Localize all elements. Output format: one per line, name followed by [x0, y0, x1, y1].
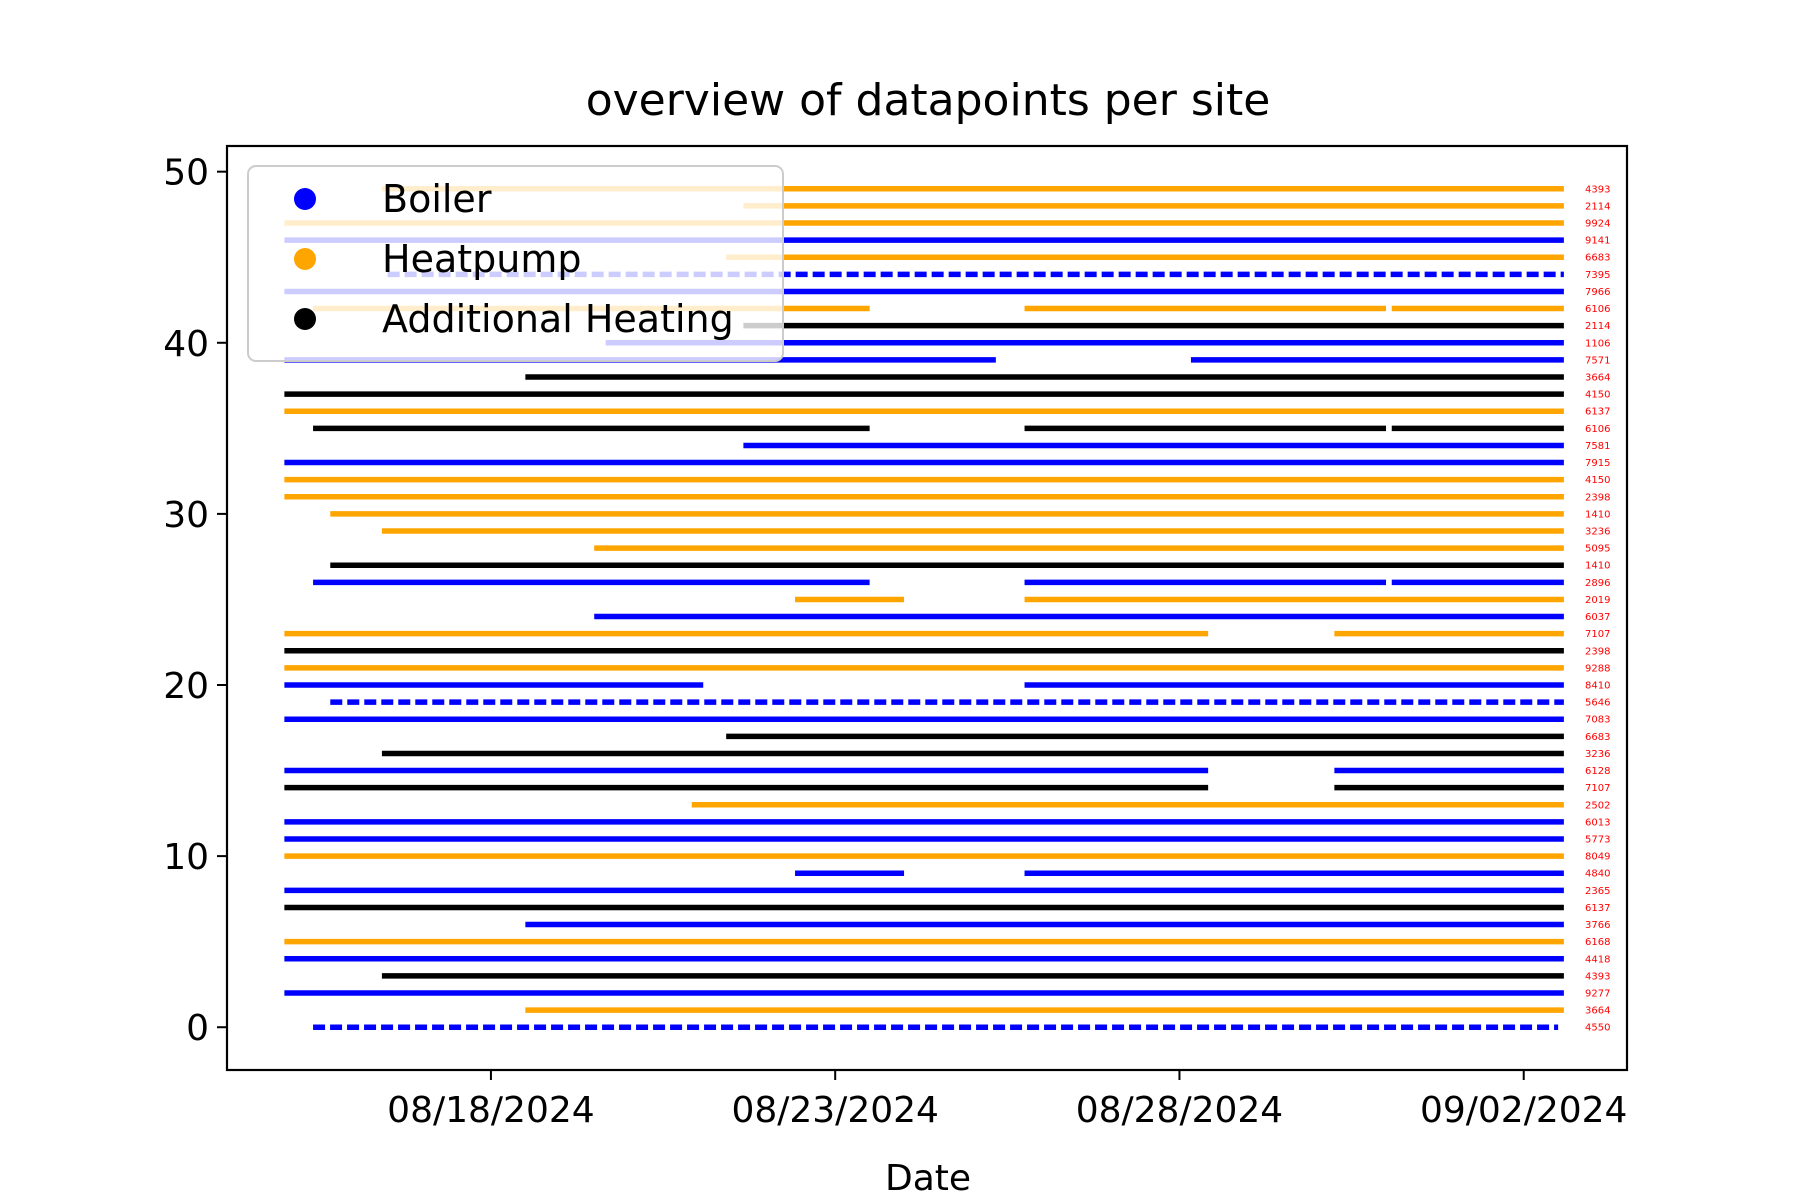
series-25-annotation: 2019: [1585, 595, 1610, 606]
series-39-annotation: 7571: [1585, 355, 1610, 366]
series-7-annotation: 6137: [1585, 903, 1610, 914]
y-tick-label-20: 20: [163, 666, 209, 707]
series-9-annotation: 4840: [1585, 869, 1610, 880]
x-axis: 08/18/2024 08/23/2024 08/28/2024 09/02/2024: [387, 1070, 1627, 1131]
legend-marker-2: [294, 308, 316, 330]
x-tick-label-2: 08/28/2024: [1076, 1090, 1284, 1131]
series-31-annotation: 2398: [1585, 492, 1610, 503]
series-35-annotation: 6106: [1585, 424, 1610, 435]
series-11-annotation: 5773: [1585, 835, 1610, 846]
series-48-annotation: 2114: [1585, 201, 1610, 212]
y-tick-label-30: 30: [163, 495, 209, 536]
series-13-annotation: 2502: [1585, 800, 1610, 811]
y-tick-label-10: 10: [163, 837, 209, 878]
series-2-annotation: 9277: [1585, 989, 1610, 1000]
chart-title: overview of datapoints per site: [586, 75, 1271, 126]
series-5-annotation: 6168: [1585, 937, 1610, 948]
y-axis: 0 10 20 30 40 50: [163, 153, 227, 1049]
series-21-annotation: 9288: [1585, 663, 1610, 674]
series-26-annotation: 2896: [1585, 578, 1610, 589]
series-42-annotation: 6106: [1585, 304, 1610, 315]
series-30-annotation: 1410: [1585, 509, 1610, 520]
series-19-annotation: 5646: [1585, 698, 1610, 709]
plot-frame: [225, 144, 1629, 1072]
legend: Boiler Heatpump Additional Heating: [247, 165, 784, 362]
series-annotations: 4550 3664 9277 4393 4418 6168 3766 6137 2365 4840…: [1585, 184, 1610, 1033]
series-14-annotation: 7107: [1585, 783, 1610, 794]
series-29-annotation: 3236: [1585, 527, 1610, 538]
y-tick-label-50: 50: [163, 153, 209, 194]
series-41-annotation: 2114: [1585, 321, 1610, 332]
series-37-annotation: 4150: [1585, 390, 1610, 401]
series-24-annotation: 6037: [1585, 612, 1610, 623]
series-45-annotation: 6683: [1585, 253, 1610, 264]
legend-label-1: Heatpump: [382, 237, 581, 281]
series-1-annotation: 3664: [1585, 1006, 1610, 1017]
x-tick-label-0: 08/18/2024: [387, 1090, 595, 1131]
y-tick-label-40: 40: [163, 324, 209, 365]
series-18-annotation: 7083: [1585, 715, 1610, 726]
series-22-annotation: 2398: [1585, 646, 1610, 657]
series-33-annotation: 7915: [1585, 458, 1610, 469]
x-axis-label: Date: [885, 1158, 971, 1199]
series-15-annotation: 6128: [1585, 766, 1610, 777]
series-28-annotation: 5095: [1585, 544, 1610, 555]
series-44-annotation: 7395: [1585, 270, 1610, 281]
series-4-annotation: 4418: [1585, 954, 1610, 965]
series-20-annotation: 8410: [1585, 681, 1610, 692]
legend-marker-0: [294, 188, 316, 210]
series-36-annotation: 6137: [1585, 407, 1610, 418]
series-10-annotation: 8049: [1585, 852, 1610, 863]
series-32-annotation: 4150: [1585, 475, 1610, 486]
series-49-annotation: 4393: [1585, 184, 1610, 195]
series-40-annotation: 1106: [1585, 338, 1610, 349]
series-16-annotation: 3236: [1585, 749, 1610, 760]
series-34-annotation: 7581: [1585, 441, 1610, 452]
legend-box: [247, 165, 784, 362]
y-tick-label-0: 0: [186, 1008, 209, 1049]
legend-label-0: Boiler: [382, 177, 492, 221]
series-8-annotation: 2365: [1585, 886, 1610, 897]
series-0-annotation: 4550: [1585, 1023, 1610, 1034]
series-23-annotation: 7107: [1585, 629, 1610, 640]
series-17-annotation: 6683: [1585, 732, 1610, 743]
series-43-annotation: 7966: [1585, 287, 1610, 298]
x-tick-label-1: 08/23/2024: [731, 1090, 939, 1131]
series-46-annotation: 9141: [1585, 236, 1610, 247]
series-47-annotation: 9924: [1585, 219, 1610, 230]
legend-label-2: Additional Heating: [382, 297, 734, 341]
series-6-annotation: 3766: [1585, 920, 1610, 931]
series-27-annotation: 1410: [1585, 561, 1610, 572]
series-3-annotation: 4393: [1585, 971, 1610, 982]
x-tick-label-3: 09/02/2024: [1420, 1090, 1628, 1131]
series-38-annotation: 3664: [1585, 373, 1610, 384]
legend-marker-1: [294, 248, 316, 270]
series-12-annotation: 6013: [1585, 817, 1610, 828]
